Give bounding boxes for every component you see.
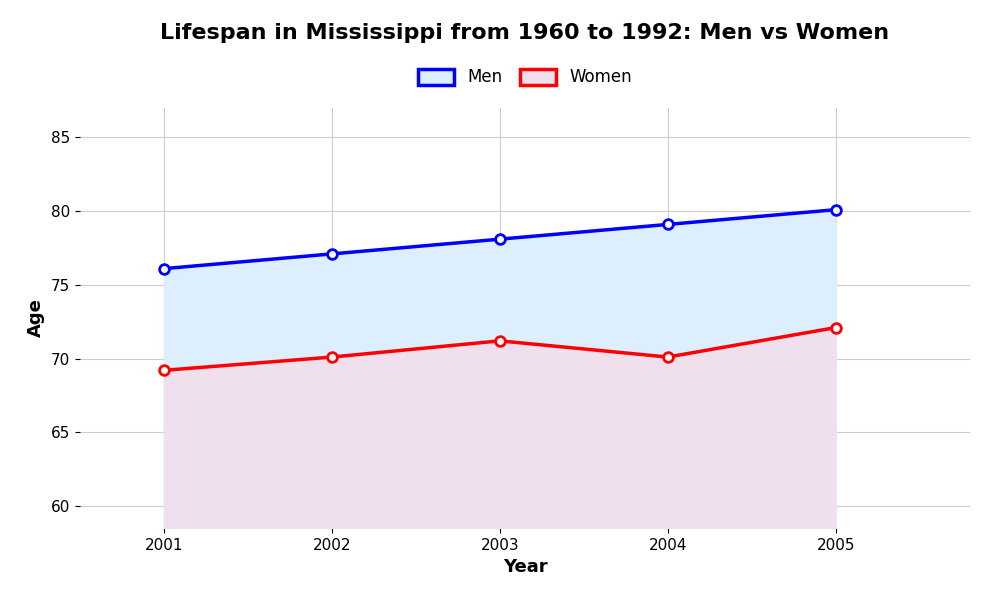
Y-axis label: Age: Age bbox=[27, 299, 45, 337]
Title: Lifespan in Mississippi from 1960 to 1992: Men vs Women: Lifespan in Mississippi from 1960 to 199… bbox=[160, 23, 890, 43]
X-axis label: Year: Year bbox=[503, 558, 547, 576]
Legend: Men, Women: Men, Women bbox=[411, 62, 639, 93]
